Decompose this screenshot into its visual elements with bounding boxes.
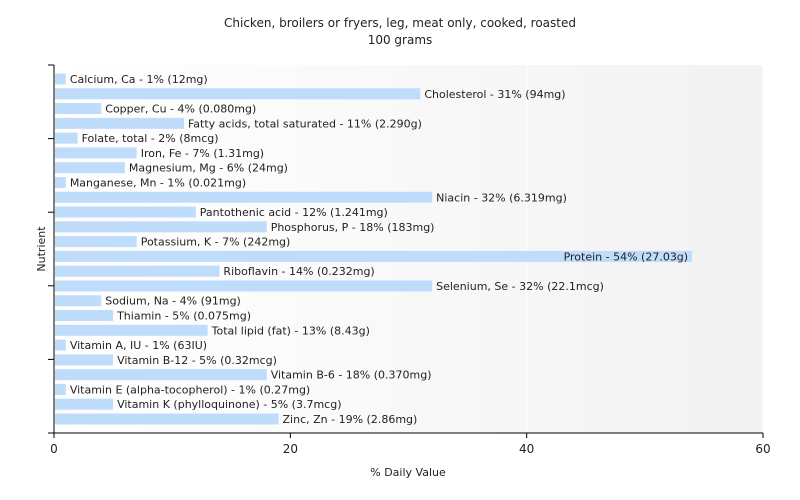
x-axis-title: % Daily Value [370, 466, 446, 479]
bar [55, 162, 125, 174]
bar [55, 398, 114, 410]
bar-data-label: Copper, Cu - 4% (0.080mg) [105, 103, 256, 116]
bar [55, 383, 66, 395]
bar-data-label: Calcium, Ca - 1% (12mg) [70, 73, 208, 86]
bar [55, 324, 208, 336]
bar [55, 191, 433, 203]
bar [55, 250, 693, 262]
bar [55, 265, 220, 277]
bar [55, 413, 279, 425]
x-tick-label: 20 [283, 442, 298, 456]
x-tick-label: 0 [50, 442, 58, 456]
bar-data-label: Pantothenic acid - 12% (1.241mg) [200, 206, 388, 219]
bar [55, 339, 66, 351]
bar-data-label: Magnesium, Mg - 6% (24mg) [129, 162, 288, 175]
chart-title: Chicken, broilers or fryers, leg, meat o… [224, 16, 576, 30]
bar-data-label: Selenium, Se - 32% (22.1mcg) [436, 280, 604, 293]
bar [55, 206, 196, 218]
x-tick-label: 40 [519, 442, 534, 456]
bar-data-label: Niacin - 32% (6.319mg) [436, 191, 567, 204]
y-axis-ticks [48, 64, 54, 434]
bar-data-label: Riboflavin - 14% (0.232mg) [223, 265, 374, 278]
bar-data-label: Sodium, Na - 4% (91mg) [105, 295, 241, 308]
bar [55, 310, 114, 322]
bar-data-label: Vitamin B-6 - 18% (0.370mg) [271, 369, 432, 382]
bar-data-label: Vitamin B-12 - 5% (0.32mcg) [117, 354, 277, 367]
bar-data-label: Folate, total - 2% (8mcg) [82, 132, 219, 145]
bar [55, 147, 137, 159]
bar-data-label: Manganese, Mn - 1% (0.021mg) [70, 176, 246, 189]
bar-series [55, 73, 693, 425]
bar-data-label: Vitamin E (alpha-tocopherol) - 1% (0.27m… [70, 383, 310, 396]
bar [55, 132, 78, 144]
bar [55, 73, 66, 85]
chart-subtitle: 100 grams [368, 33, 433, 47]
bar-data-label: Vitamin K (phylloquinone) - 5% (3.7mcg) [117, 398, 341, 411]
bar-data-label: Phosphorus, P - 18% (183mg) [271, 221, 435, 234]
y-axis-title: Nutrient [35, 226, 48, 272]
bar-data-label: Potassium, K - 7% (242mg) [141, 236, 291, 249]
bar-data-label: Thiamin - 5% (0.075mg) [116, 310, 251, 323]
gridlines [289, 65, 764, 433]
x-tick-label: 60 [755, 442, 770, 456]
bar-data-label: Cholesterol - 31% (94mg) [424, 88, 565, 101]
bar [55, 369, 267, 381]
bar [55, 280, 433, 292]
bar-data-label: Zinc, Zn - 19% (2.86mg) [283, 413, 418, 426]
bar-data-label: Fatty acids, total saturated - 11% (2.29… [188, 117, 422, 130]
bar-data-label: Protein - 54% (27.03g) [564, 250, 689, 263]
bar [55, 117, 184, 129]
bar [55, 295, 102, 307]
bar-label-group: Calcium, Ca - 1% (12mg) Cholesterol - 31%… [70, 73, 688, 426]
x-axis-ticks: 0 20 40 60 [50, 433, 771, 456]
bar-data-label: Vitamin A, IU - 1% (63IU) [70, 339, 207, 352]
bar [55, 221, 267, 233]
bar-data-label: Total lipid (fat) - 13% (8.43g) [211, 324, 370, 337]
bar [55, 236, 137, 248]
bar [55, 176, 66, 188]
bar [55, 103, 102, 115]
bar-data-label: Iron, Fe - 7% (1.31mg) [141, 147, 264, 160]
bar [55, 354, 114, 366]
bar [55, 88, 421, 100]
